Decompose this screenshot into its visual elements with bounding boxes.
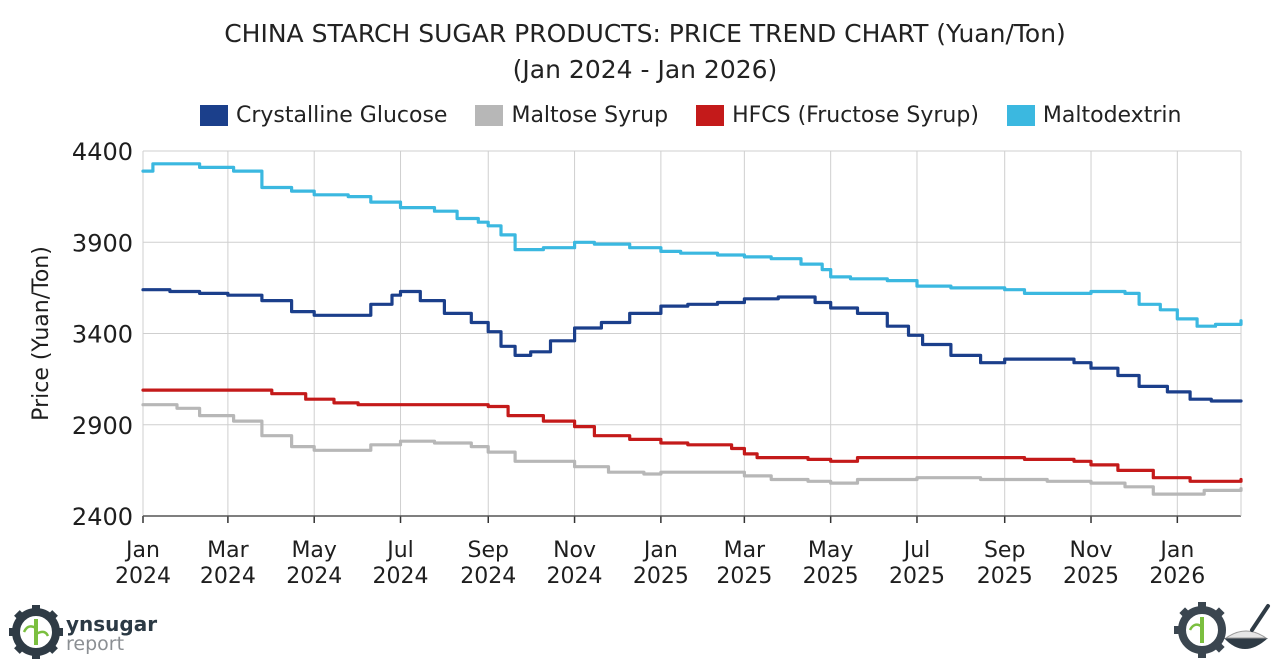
y-axis-label: Price (Yuan/Ton) (29, 246, 54, 421)
legend-label: Maltodextrin (1042, 103, 1182, 128)
legend-label: Crystalline Glucose (236, 103, 448, 128)
legend-swatch (1006, 105, 1035, 126)
x-tick-label-month: Sep (468, 538, 509, 563)
x-tick-label-year: 2024 (286, 564, 342, 589)
x-tick-label-month: May (808, 538, 853, 563)
legend-swatch (696, 105, 725, 126)
legend-item-maltose-syrup: Maltose Syrup (475, 103, 668, 128)
y-tick-label: 2900 (72, 412, 133, 440)
legend-swatch (200, 105, 228, 126)
x-tick-label-year: 2025 (1063, 564, 1119, 589)
legend-label: HFCS (Fructose Syrup) (732, 103, 979, 128)
x-tick-label-month: Nov (553, 538, 596, 563)
ynsugar-logo-icon (9, 605, 63, 659)
x-tick-label-year: 2025 (803, 564, 859, 589)
series-line-maltose-syrup (141, 403, 1243, 496)
x-tick-label-year: 2025 (889, 564, 945, 589)
x-tick-label-year: 2024 (547, 564, 603, 589)
brand-name: ynsugar (66, 612, 158, 636)
y-tick-label: 2400 (72, 503, 133, 531)
x-tick-label-month: Nov (1070, 538, 1113, 563)
x-tick-label-month: Jan (124, 538, 160, 563)
y-tick-label: 4400 (72, 138, 133, 166)
x-tick-label-year: 2025 (633, 564, 689, 589)
x-tick-label-month: Jul (385, 538, 414, 563)
series-line-maltodextrin (141, 162, 1243, 328)
x-tick-label-month: Mar (207, 538, 249, 563)
x-tick-label-month: Jul (902, 538, 931, 563)
y-tick-label: 3400 (72, 321, 133, 349)
legend-item-hfcs-fructose-syrup: HFCS (Fructose Syrup) (696, 103, 979, 128)
x-tick-label-year: 2025 (716, 564, 772, 589)
chart-subtitle: (Jan 2024 - Jan 2026) (512, 55, 778, 84)
x-tick-label-month: Mar (724, 538, 766, 563)
x-tick-label-year: 2024 (115, 564, 171, 589)
y-tick-label: 3900 (72, 229, 133, 257)
x-tick-label-year: 2025 (977, 564, 1033, 589)
x-tick-label-year: 2024 (200, 564, 256, 589)
legend-label: Maltose Syrup (511, 103, 669, 128)
x-tick-label-year: 2026 (1149, 564, 1205, 589)
series-line-crystalline-glucose (141, 288, 1243, 403)
chart-legend: Crystalline Glucose Maltose Syrup HFCS (Fr… (200, 103, 1209, 128)
sugar-bowl-logo-icon (1174, 602, 1270, 658)
x-tick-label-month: Jan (1158, 538, 1194, 563)
legend-item-maltodextrin: Maltodextrin (1006, 103, 1182, 128)
x-tick-label-year: 2024 (373, 564, 429, 589)
x-tick-label-month: Sep (984, 538, 1025, 563)
brand-sub: report (66, 633, 125, 655)
x-tick-label-year: 2024 (460, 564, 516, 589)
x-tick-label-month: Jan (642, 538, 678, 563)
legend-item-crystalline-glucose: Crystalline Glucose (200, 103, 447, 128)
series-line-hfcs-fructose-syrup (141, 388, 1243, 483)
legend-swatch (475, 105, 504, 126)
chart-title: CHINA STARCH SUGAR PRODUCTS: PRICE TREND… (224, 19, 1066, 48)
x-tick-label-month: May (291, 538, 336, 563)
